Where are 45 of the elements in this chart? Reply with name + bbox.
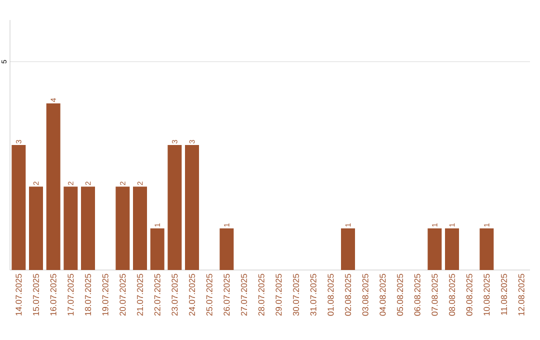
x-tick-label: 09.08.2025: [466, 274, 472, 316]
x-tick-label: 31.07.2025: [310, 274, 316, 316]
x-tick-label: 02.08.2025: [344, 274, 352, 316]
bar: [150, 228, 164, 270]
x-tick-label: 20.07.2025: [120, 274, 126, 316]
x-tick-label: 29.07.2025: [276, 274, 282, 316]
x-tick-label: 23.07.2025: [172, 274, 178, 316]
bar: [64, 186, 78, 270]
bar: [445, 228, 460, 270]
x-tick-label: 16.07.2025: [50, 274, 56, 316]
x-tick-label: 07.08.2025: [432, 274, 438, 316]
x-tick-label: 03.08.2025: [362, 274, 368, 316]
bar: [133, 186, 147, 270]
bar: [12, 144, 26, 270]
x-tick-label: 11.08.2025: [500, 274, 508, 315]
x-tick-label: 22.07.2025: [154, 274, 160, 316]
x-tick-label: 01.08.2025: [328, 274, 334, 316]
x-tick-label: 19.07.2025: [102, 274, 108, 316]
bar: [29, 186, 43, 270]
bar: [341, 228, 356, 270]
x-tick-label: 24.07.2025: [188, 274, 196, 316]
x-tick-label: 15.07.2025: [32, 274, 40, 316]
x-tick-label: 27.07.2025: [240, 274, 248, 316]
x-tick-label: 04.08.2025: [380, 274, 386, 316]
x-tick-label: 26.07.2025: [224, 274, 230, 316]
bar: [428, 228, 442, 270]
x-tick-label: 06.08.2025: [414, 274, 420, 316]
x-tick-label: 18.07.2025: [84, 274, 92, 316]
x-tick-label: 17.07.2025: [68, 274, 74, 316]
x-tick-label: 14.07.2025: [16, 274, 22, 316]
x-tick-label: 28.07.2025: [258, 274, 264, 316]
x-tick-label: 30.07.2025: [292, 274, 300, 316]
bar: [480, 228, 494, 270]
bar: [185, 144, 199, 270]
x-tick-label: 25.07.2025: [206, 274, 212, 316]
bar: [168, 144, 182, 270]
x-tick-label: 08.08.2025: [448, 274, 456, 316]
x-tick-label: 10.08.2025: [484, 274, 490, 316]
bar: [46, 103, 60, 270]
bar: [116, 186, 130, 270]
x-tick-label: 12.08.2025: [518, 274, 524, 316]
x-tick-label: 05.08.2025: [396, 274, 404, 316]
bar: [220, 228, 234, 270]
bar: [81, 186, 95, 270]
x-tick-label: 21.07.2025: [136, 274, 144, 316]
